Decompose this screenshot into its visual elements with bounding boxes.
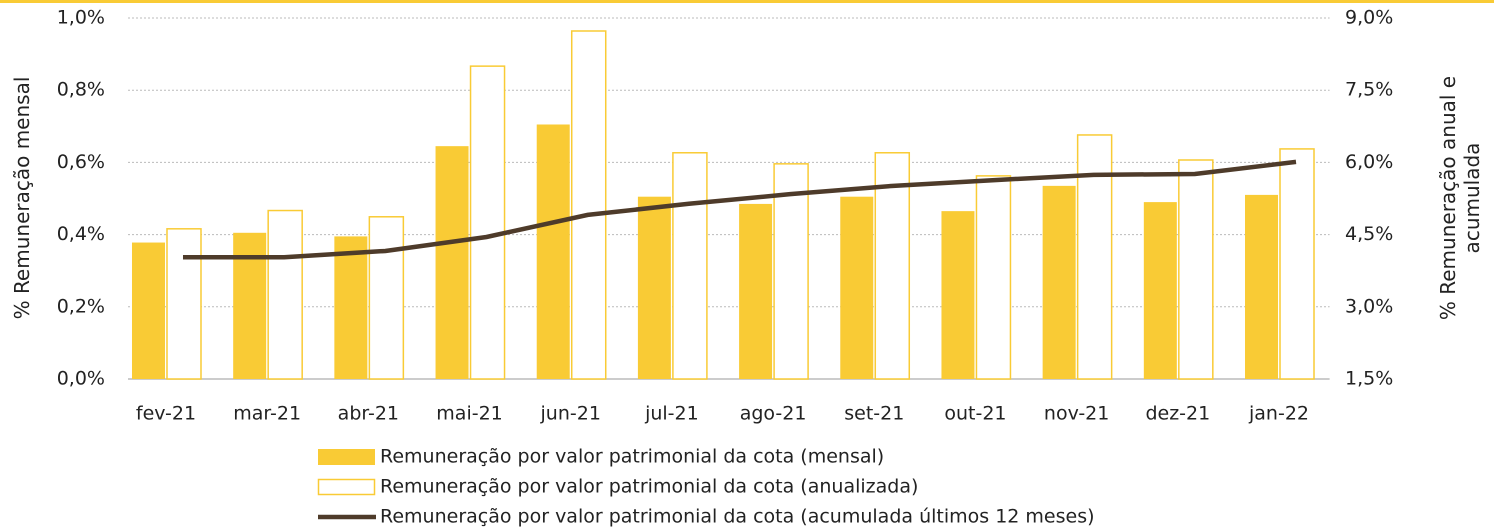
bar <box>773 163 809 380</box>
bar <box>536 124 570 380</box>
bar <box>131 242 165 379</box>
bar <box>637 196 671 379</box>
bar <box>334 236 368 379</box>
y2-tick-label: 4,5% <box>1345 223 1393 245</box>
y-tick-label: 0,2% <box>57 295 105 317</box>
bar <box>1245 194 1279 379</box>
y2-tick-label: 7,5% <box>1345 79 1393 101</box>
bar <box>267 209 303 380</box>
bar <box>368 216 405 380</box>
bar <box>1143 202 1177 379</box>
y-tick-label: 1,0% <box>57 7 105 29</box>
top-border <box>0 0 1494 3</box>
y-tick-label: 0,0% <box>57 368 105 390</box>
y2-tick-label: 1,5% <box>1345 368 1393 390</box>
y2-tick-label: 3,0% <box>1345 295 1393 317</box>
bar <box>739 203 773 379</box>
y-tick-label: 0,8% <box>57 79 105 101</box>
x-tick-label: jul-21 <box>644 403 699 425</box>
x-tick-label: mai-21 <box>436 403 502 425</box>
bar <box>672 152 708 380</box>
legend-label: Remuneração por valor patrimonial da cot… <box>380 476 918 498</box>
y-axis-title: % Remuneração mensal <box>10 76 34 320</box>
legend-label: Remuneração por valor patrimonial da cot… <box>380 446 884 468</box>
x-tick-label: ago-21 <box>740 403 807 425</box>
y2-tick-label: 6,0% <box>1345 151 1393 173</box>
x-tick-label: abr-21 <box>338 403 399 425</box>
bar <box>1076 134 1113 380</box>
bar <box>1279 148 1315 380</box>
x-tick-label: jan-22 <box>1248 403 1309 425</box>
x-tick-label: nov-21 <box>1044 403 1109 425</box>
x-tick-label: fev-21 <box>136 403 196 425</box>
bar <box>874 152 911 380</box>
bar <box>941 211 975 379</box>
legend-label: Remuneração por valor patrimonial da cot… <box>380 506 1095 528</box>
bar <box>570 30 607 380</box>
y-tick-label: 0,6% <box>57 151 105 173</box>
bar <box>1042 185 1076 379</box>
legend-swatch <box>318 449 375 465</box>
x-tick-label: out-21 <box>944 403 1006 425</box>
bar <box>233 232 267 379</box>
x-tick-label: mar-21 <box>233 403 301 425</box>
x-tick-label: dez-21 <box>1145 403 1210 425</box>
y2-axis-title: % Remuneração anual e acumulada <box>1436 75 1484 321</box>
bar <box>435 146 469 379</box>
y-tick-label: 0,4% <box>57 223 105 245</box>
line <box>182 159 1297 260</box>
legend-swatch <box>317 478 376 496</box>
bar <box>469 65 506 380</box>
y2-tick-label: 9,0% <box>1345 7 1393 29</box>
x-tick-label: set-21 <box>844 403 904 425</box>
bar <box>840 196 874 379</box>
x-tick-label: jun-21 <box>540 403 601 425</box>
bar <box>975 175 1012 380</box>
bar <box>166 228 202 380</box>
bar <box>1178 159 1214 380</box>
